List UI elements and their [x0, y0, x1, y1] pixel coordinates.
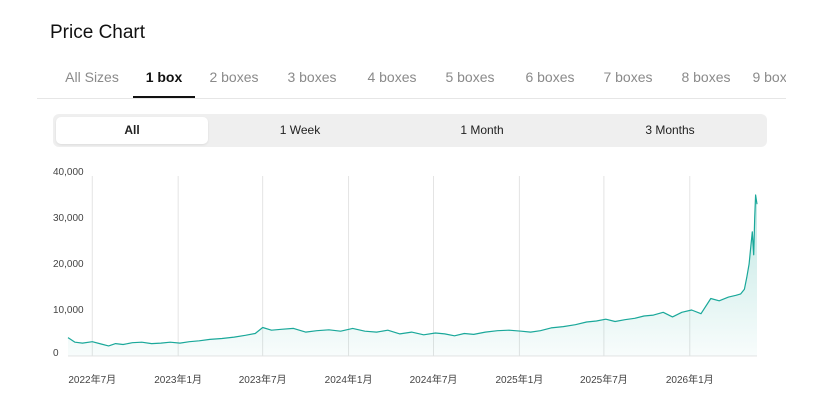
size-tab-8-boxes[interactable]: 8 boxes — [681, 69, 731, 85]
size-tab-7-boxes[interactable]: 7 boxes — [603, 69, 653, 85]
x-tick-label: 2026年1月 — [666, 373, 714, 386]
size-tab-4-boxes[interactable]: 4 boxes — [367, 69, 417, 85]
size-tab-1-box[interactable]: 1 box — [133, 60, 195, 98]
x-tick-label: 2024年7月 — [410, 373, 458, 386]
page-title: Price Chart — [50, 22, 146, 43]
price-series-line — [67, 194, 758, 347]
range-tab-all[interactable]: All — [56, 117, 208, 144]
y-tick-label: 10,000 — [53, 305, 84, 316]
range-tab-1-week[interactable]: 1 Week — [279, 123, 321, 137]
y-tick-label: 20,000 — [53, 259, 84, 270]
x-tick-label: 2025年7月 — [580, 373, 628, 386]
x-tick-label: 2023年1月 — [154, 373, 202, 386]
y-tick-label: 30,000 — [53, 213, 84, 224]
range-tab-1-month[interactable]: 1 Month — [460, 123, 504, 137]
x-tick-label: 2024年1月 — [325, 373, 373, 386]
size-tab-3-boxes[interactable]: 3 boxes — [287, 69, 337, 85]
y-tick-label: 0 — [53, 348, 59, 359]
x-tick-label: 2025年1月 — [495, 373, 543, 386]
price-area-fill — [68, 195, 757, 356]
size-tab-2-boxes[interactable]: 2 boxes — [209, 69, 259, 85]
size-tab-5-boxes[interactable]: 5 boxes — [445, 69, 495, 85]
size-tab-all-sizes[interactable]: All Sizes — [65, 69, 119, 85]
price-chart: 2022年7月 2023年1月 2023年7月 2024年1月 2024年7月 2025年… — [53, 167, 758, 386]
size-tab-bar: All Sizes 1 box 2 boxes 3 boxes 4 boxes 5 box… — [37, 60, 786, 99]
x-tick-label: 2022年7月 — [68, 373, 116, 386]
y-tick-label: 40,000 — [53, 167, 84, 178]
range-tab-3-months[interactable]: 3 Months — [645, 123, 695, 137]
range-selector: All 1 Week 1 Month 3 Months — [53, 114, 767, 147]
size-tab-6-boxes[interactable]: 6 boxes — [525, 69, 575, 85]
size-tab-9-boxes[interactable]: 9 boxes — [752, 69, 786, 85]
x-tick-label: 2023年7月 — [239, 373, 287, 386]
